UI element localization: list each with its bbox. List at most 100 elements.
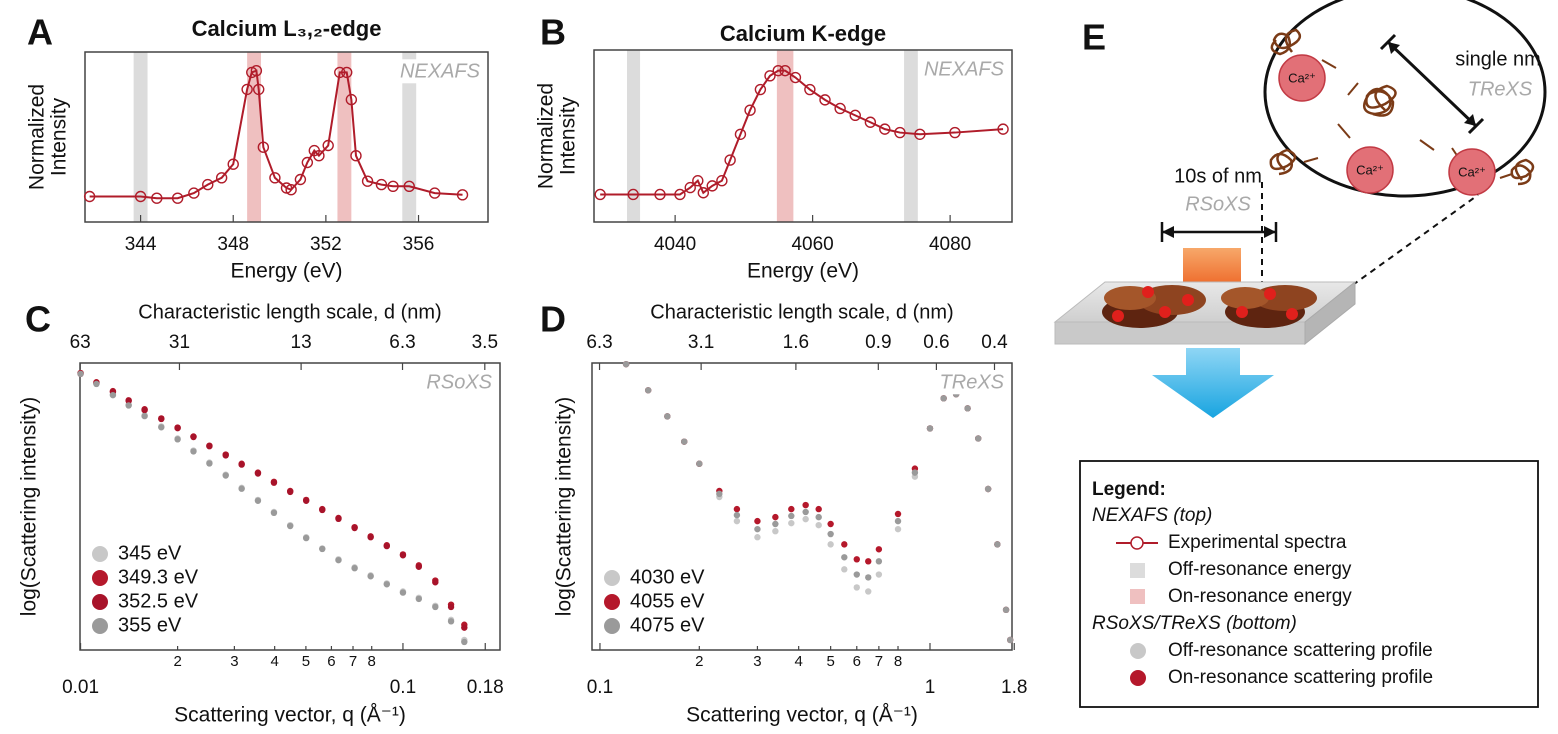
x-axis-title: Energy (eV)	[747, 260, 859, 283]
x-tick-label: 6	[853, 653, 861, 670]
scatter-point	[865, 574, 872, 581]
scatter-point	[190, 433, 197, 441]
x-tick-label: 0.18	[467, 677, 504, 698]
spectrum-marker	[375, 178, 388, 191]
scatter-point	[894, 510, 902, 518]
y-axis-title: log(Scattering intensity)	[18, 397, 41, 616]
spectrum-marker	[334, 66, 346, 79]
legend-title: Legend:	[1092, 479, 1166, 500]
scatter-point	[841, 566, 848, 573]
x2-tick-label: 6.3	[389, 332, 415, 353]
scatter-point	[788, 519, 795, 527]
scatter-point	[772, 520, 779, 528]
scatter-point	[222, 472, 229, 479]
spectrum-marker	[257, 141, 270, 153]
y-axis-title: Intensity	[557, 96, 580, 175]
scatter-point	[865, 558, 872, 565]
carboxylate	[1303, 59, 1513, 179]
legend-label: Off-resonance energy	[1168, 559, 1352, 580]
plot-frame	[593, 49, 1013, 223]
chart-title: Calcium L₃,₂-edge	[192, 16, 382, 41]
spectrum-marker	[151, 192, 163, 204]
energy-band	[337, 52, 352, 222]
spectrum-marker	[849, 109, 861, 122]
legend-label: Off-resonance scattering profile	[1168, 640, 1433, 661]
calcium-ion	[1448, 148, 1496, 196]
x-tick-label: 3	[230, 653, 238, 670]
spectrum-marker	[764, 70, 776, 82]
spectrum-marker	[285, 183, 297, 196]
spectrum-marker	[834, 102, 846, 115]
spectrum-marker	[215, 172, 228, 184]
ion-label: Ca²⁺	[1458, 164, 1486, 179]
scatter-point	[875, 546, 883, 553]
scatter-point	[644, 387, 652, 394]
scatter-point	[383, 542, 390, 550]
scatter-point	[1007, 636, 1014, 644]
zoom-circle	[1263, 0, 1547, 198]
scatter-point	[270, 479, 278, 486]
scatter-point	[940, 395, 947, 402]
annotation-background	[920, 57, 1008, 82]
scatter-point	[158, 415, 165, 423]
aggregate-blob	[1221, 287, 1269, 309]
annotation-background	[396, 59, 484, 84]
scatter-point	[772, 527, 779, 535]
panel-c: 0.01 2 3 4 5 6 7 8 0.1 0.18 63 31 13 6.3 3.5 Characteri…	[18, 299, 504, 727]
scatter-point	[158, 424, 165, 431]
calcium-ion	[1346, 146, 1394, 194]
energy-band	[133, 52, 148, 222]
spectrum-marker	[361, 175, 374, 187]
spectrum-marker	[253, 83, 265, 96]
spectrum-marker	[322, 139, 334, 152]
spectrum-marker	[819, 94, 831, 106]
legend-label: 4075 eV	[630, 614, 705, 636]
scale-label: single nm	[1455, 48, 1541, 70]
legend-label: 4030 eV	[630, 566, 705, 588]
scatter-point	[733, 517, 741, 525]
aggregate-blob	[1138, 285, 1206, 315]
scatter-point	[827, 530, 834, 538]
scatter-point	[190, 448, 197, 455]
scatter-point	[254, 497, 262, 504]
scatter-point	[367, 534, 374, 541]
spectrum-marker	[341, 66, 353, 79]
legend-marker	[92, 618, 108, 634]
x2-tick-label: 6.3	[586, 332, 612, 353]
spectrum-marker	[754, 83, 767, 96]
scatter-point	[319, 506, 326, 514]
y-axis-title: log(Scattering intensity)	[553, 397, 576, 616]
scatter-point	[875, 571, 883, 578]
x2-tick-label: 63	[70, 332, 91, 353]
panel-letter: D	[540, 299, 566, 340]
energy-band	[627, 50, 641, 222]
x-tick-label: 4080	[929, 234, 971, 255]
spectrum-marker	[350, 149, 362, 162]
energy-band	[904, 50, 918, 222]
legend-marker	[604, 594, 620, 610]
x-tick-label: 2	[173, 653, 181, 670]
scatter-point	[984, 485, 992, 493]
scatter-point	[287, 522, 294, 530]
scatter-point	[415, 563, 423, 570]
scatter-point	[926, 425, 934, 432]
legend-marker	[604, 618, 620, 634]
spectrum-marker	[627, 188, 639, 201]
scatter-point	[93, 380, 100, 388]
scatter-point	[461, 624, 468, 631]
legend-marker	[604, 570, 620, 586]
scattered-beam	[1152, 348, 1274, 418]
scale-label: 10s of nm	[1174, 165, 1262, 187]
x-tick-label: 0.1	[390, 677, 416, 698]
scatter-point	[841, 541, 848, 548]
scatter-point	[853, 556, 860, 563]
annotation-background	[936, 370, 1008, 395]
calcium-dot	[1112, 310, 1124, 322]
annotation-background	[423, 370, 496, 395]
legend-swatch	[1130, 563, 1145, 578]
scatter-point	[696, 460, 703, 467]
arrow-head	[1162, 226, 1276, 238]
spectrum-marker	[188, 187, 200, 199]
spectrum-marker	[301, 156, 314, 169]
legend-label: Experimental spectra	[1168, 532, 1347, 553]
